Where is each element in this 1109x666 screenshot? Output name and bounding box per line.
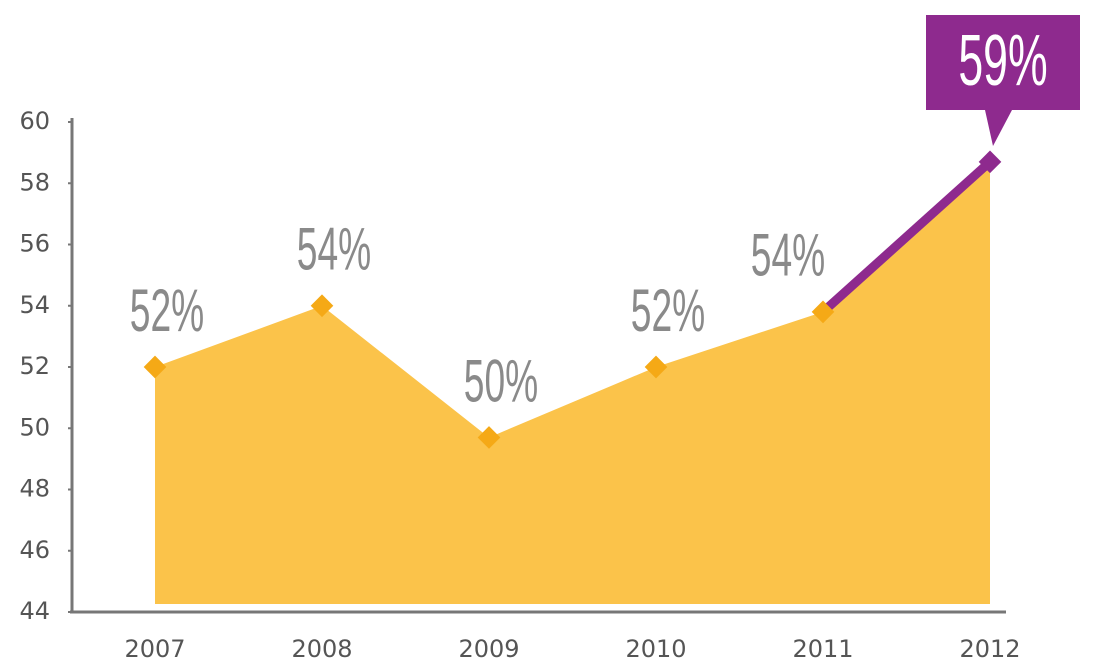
value-label: 52% (631, 277, 705, 344)
y-tick-label: 44 (19, 597, 50, 625)
value-label-group: 59% (958, 20, 1047, 101)
y-tick-label: 58 (19, 168, 50, 196)
x-tick-label: 2008 (291, 635, 352, 663)
x-tick-label: 2007 (124, 635, 185, 663)
highlight-segment (819, 158, 994, 316)
y-tick-label: 54 (19, 291, 50, 319)
marker (477, 426, 501, 449)
area (155, 161, 990, 604)
marker (644, 355, 668, 379)
y-tick-label: 50 (19, 413, 50, 441)
value-label: 50% (464, 347, 538, 414)
x-tick-label: 2010 (625, 635, 686, 663)
value-label-group: 52% (130, 277, 204, 344)
y-tick-label: 52 (19, 352, 50, 380)
marker (310, 294, 334, 318)
y-tick-label: 60 (19, 107, 50, 135)
x-tick-label: 2009 (458, 635, 519, 663)
marker (811, 300, 835, 324)
value-label: 54% (297, 216, 371, 283)
value-label-group: 50% (464, 347, 538, 414)
value-label-group: 54% (297, 216, 371, 283)
y-tick-label: 56 (19, 230, 50, 258)
value-label: 54% (751, 222, 825, 289)
value-label: 59% (958, 20, 1047, 101)
value-label-group: 54% (751, 222, 825, 289)
y-tick-label: 46 (19, 536, 50, 564)
x-tick-label: 2012 (959, 635, 1020, 663)
x-tick-label: 2011 (792, 635, 853, 663)
value-label: 52% (130, 277, 204, 344)
value-label-group: 52% (631, 277, 705, 344)
y-tick-label: 48 (19, 475, 50, 503)
callout (926, 15, 1080, 146)
